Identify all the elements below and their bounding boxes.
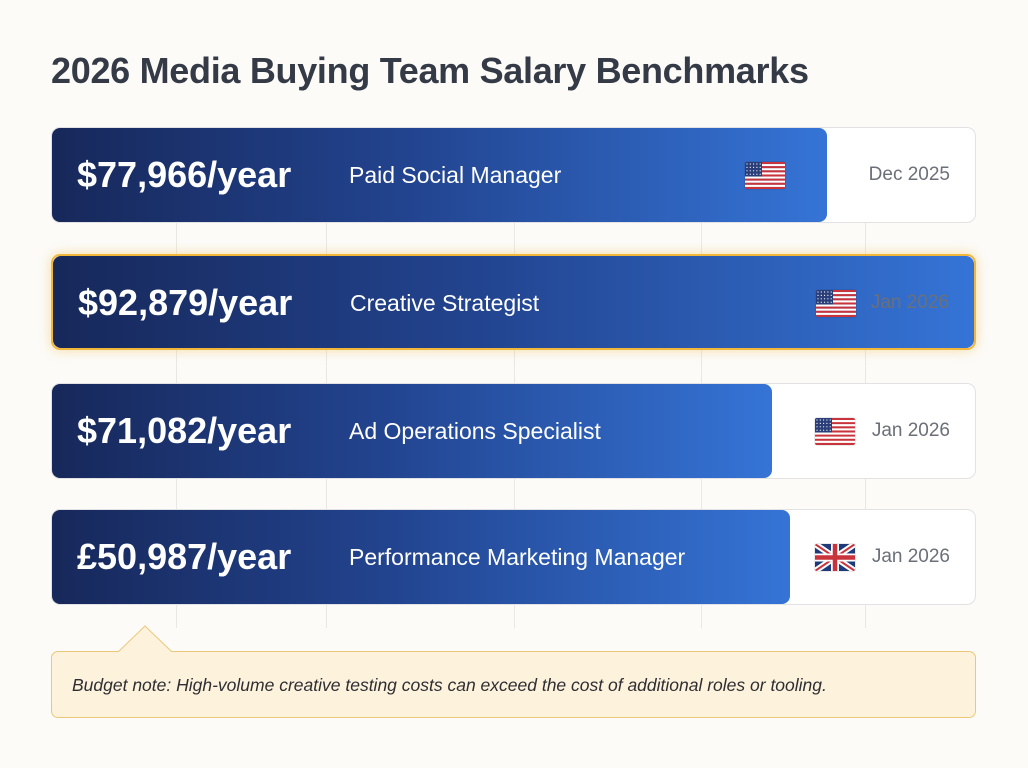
date-label: Jan 2026 [871, 546, 950, 567]
role-label: Ad Operations Specialist [349, 418, 601, 444]
role-label: Performance Marketing Manager [349, 544, 686, 570]
callout-pointer [117, 625, 173, 653]
uk-flag-icon [815, 544, 855, 571]
date-label: Jan 2026 [870, 292, 949, 313]
salary-row: $77,966/year Paid Social Manager Dec 2025 [51, 127, 976, 223]
salary-value: $92,879/year [78, 282, 293, 323]
us-flag-icon [816, 290, 856, 317]
salary-bar [52, 384, 772, 478]
salary-row: $71,082/year Ad Operations Specialist Jan … [51, 383, 976, 479]
salary-row: $92,879/year Creative Strategist Jan 2026 [51, 254, 976, 350]
us-flag-icon [815, 418, 855, 445]
date-label: Jan 2026 [871, 420, 950, 441]
salary-value: $77,966/year [77, 154, 292, 195]
date-label: Dec 2025 [868, 164, 950, 185]
role-label: Paid Social Manager [349, 162, 562, 188]
salary-bar [52, 510, 791, 604]
salary-value: £50,987/year [77, 536, 292, 577]
budget-note-text: Budget note: High-volume creative testin… [72, 675, 827, 695]
salary-row: £50,987/year Performance Marketing Manage… [51, 509, 976, 605]
role-label: Creative Strategist [350, 290, 540, 316]
budget-note-callout: Budget note: High-volume creative testin… [51, 625, 976, 718]
salary-value: $71,082/year [77, 410, 292, 451]
us-flag-icon [745, 162, 785, 189]
salary-bar [52, 128, 828, 222]
chart-title: 2026 Media Buying Team Salary Benchmarks [51, 50, 809, 91]
